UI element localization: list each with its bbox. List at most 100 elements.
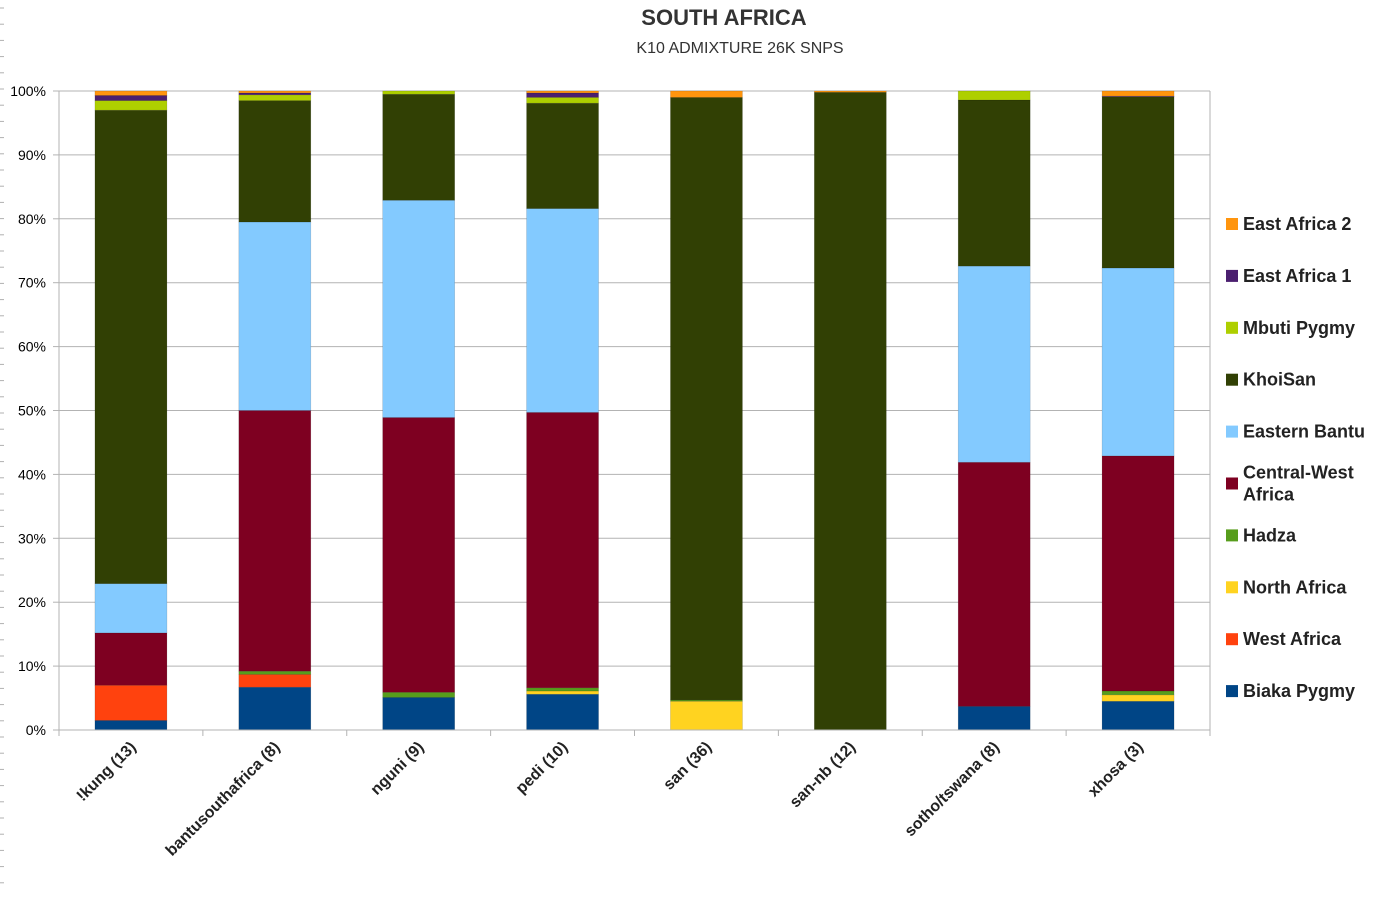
bar-segment [94,90,168,96]
y-tick-label: 10% [18,658,46,674]
bar-segment [382,697,455,731]
bar-segment [526,102,599,209]
y-tick-label: 20% [18,594,46,610]
bar-segment [1101,690,1175,696]
x-tick-label: xhosa (3) [1085,739,1147,801]
legend-item: Hadza [1226,525,1297,545]
bar-segment [1101,694,1175,702]
legend-swatch [1226,633,1238,646]
y-tick-label: 90% [18,147,46,163]
legend-label: North Africa [1243,577,1347,597]
bar-segment [1101,455,1175,692]
bar-segment [382,93,455,201]
bar-segment [238,100,312,223]
legend-item: Biaka Pygmy [1226,681,1355,701]
legend-swatch [1226,529,1238,542]
legend-swatch [1226,477,1238,490]
legend-label: KhoiSan [1243,370,1316,390]
legend-item: North Africa [1226,577,1347,597]
y-tick-label: 70% [18,275,46,291]
bar-segment [526,208,599,413]
y-tick-label: 30% [18,530,46,546]
bar-segment [94,109,168,584]
bar-segment [1101,96,1175,269]
y-tick-label: 100% [10,83,46,99]
bar-stack [382,90,455,731]
bar-segment [814,90,887,93]
x-tick-label: !kung (13) [74,739,140,805]
legend-swatch [1226,685,1238,698]
legend-label: West Africa [1243,629,1342,649]
bar-segment [94,100,168,111]
bar-segment [1101,90,1175,97]
bar-stack [238,90,312,731]
bar-segment [957,90,1031,101]
bar-segment [1101,700,1175,731]
legend-swatch [1226,425,1238,438]
legend-label: East Africa 2 [1243,214,1351,234]
legend-swatch [1226,218,1238,230]
left-edge-tick-marks [0,7,4,884]
x-tick-label: san (36) [660,739,715,794]
bar-segment [382,199,455,418]
bar-segment [526,90,599,94]
y-tick-label: 40% [18,466,46,482]
bar-segment [957,265,1031,463]
bar-segment [382,90,455,95]
bar-segment [814,91,887,731]
bar-segment [238,94,312,101]
bar-stack [670,90,743,731]
legend-swatch [1226,269,1238,282]
y-tick-label: 80% [18,211,46,227]
x-tick-label: bantusouthafrica (8) [163,739,284,860]
bar-segment [670,97,743,701]
y-tick-labels: 0% 10% 20% 30% 40% 50% 60% 70% 80% 90% 100% [10,83,46,738]
axes [58,91,1211,736]
bar-segment [526,693,599,731]
y-tick-label: 60% [18,339,46,355]
bar-stack [957,90,1031,731]
legend-swatch [1226,581,1238,594]
bar-stack [526,90,599,731]
bar-segment [94,95,168,101]
bar-segment [526,690,599,695]
bar-segment [238,674,312,688]
legend-item: East Africa 1 [1226,266,1351,286]
bar-segment [670,700,743,731]
legend-label: Mbuti Pygmy [1243,318,1355,338]
bar-stack [814,90,887,731]
x-tick-label: san-nb (12) [787,739,859,811]
legend-item: East Africa 2 [1226,214,1351,234]
legend-label: East Africa 1 [1243,266,1351,286]
legend-label: Central-West Africa [1243,463,1354,505]
bar-segment [94,720,168,731]
bar-segment [382,417,455,693]
bar-segment [94,684,168,721]
bar-segment [94,583,168,634]
bars [94,90,1175,731]
bar-stack [94,90,168,731]
legend-label: Biaka Pygmy [1243,681,1355,701]
legend-item: Eastern Bantu [1226,422,1365,442]
chart-subtitle: K10 ADMIXTURE 26K SNPS [636,40,843,57]
bar-segment [957,461,1031,707]
x-tick-label: sotho/tswana (8) [902,739,1003,840]
legend: East Africa 2 East Africa 1 Mbuti Pygmy Kho… [1226,214,1365,701]
bar-segment [526,412,599,689]
legend-label: Eastern Bantu [1243,422,1365,442]
bar-segment [670,90,743,98]
bar-segment [957,99,1031,267]
y-tick-label: 50% [18,403,46,419]
bar-segment [238,221,312,411]
bar-segment [1101,267,1175,457]
chart-title: SOUTH AFRICA [641,5,807,30]
x-tick-label: pedi (10) [513,739,572,798]
bar-stack [1101,90,1175,731]
y-tick-label: 0% [26,722,46,738]
gridlines [53,90,1210,731]
bar-segment [238,410,312,672]
bar-segment [238,670,312,675]
x-tick-labels: !kung (13) bantusouthafrica (8) nguni (9) p… [74,739,1147,860]
legend-item: KhoiSan [1226,370,1316,390]
